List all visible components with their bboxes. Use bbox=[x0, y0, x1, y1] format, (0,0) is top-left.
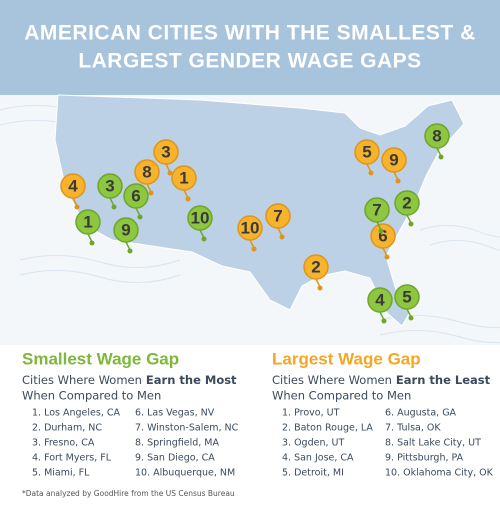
pin bbox=[187, 205, 213, 231]
pin bbox=[370, 223, 396, 249]
pin-number: 2 bbox=[311, 257, 320, 276]
pin bbox=[134, 159, 160, 185]
list-subtitle: Cities Where Women Earn the Least bbox=[272, 373, 491, 387]
pin bbox=[394, 190, 420, 216]
subtitle-text: Cities Where Women bbox=[22, 373, 142, 387]
pin-dot bbox=[438, 154, 444, 160]
pin bbox=[367, 287, 393, 313]
pin-dot bbox=[381, 318, 387, 324]
pin bbox=[265, 203, 291, 229]
pin-number: 8 bbox=[432, 126, 441, 145]
pin-number: 3 bbox=[105, 176, 114, 195]
pin-number: 6 bbox=[378, 226, 387, 245]
city: 3. Fresno, CA bbox=[32, 438, 95, 449]
pin-dot bbox=[127, 248, 133, 254]
pin-number: 4 bbox=[68, 176, 78, 195]
pin bbox=[364, 197, 390, 223]
pin bbox=[424, 123, 450, 149]
pin-dot bbox=[167, 170, 173, 176]
list-heading: Smallest Wage Gap bbox=[22, 349, 179, 368]
pin-number: 6 bbox=[131, 186, 140, 205]
list-subtitle: When Compared to Men bbox=[22, 389, 161, 403]
pin-number: 3 bbox=[161, 142, 170, 161]
pin-number: 2 bbox=[402, 193, 411, 212]
pin-dot bbox=[111, 204, 117, 210]
city: 8. Salt Lake City, UT bbox=[385, 438, 481, 449]
lists: Smallest Wage Gap Cities Where Women Earn … bbox=[22, 349, 494, 478]
city: 10. Oklahoma City, OK bbox=[385, 468, 494, 479]
pin-number: 10 bbox=[191, 208, 210, 227]
city: 5. Miami, FL bbox=[32, 468, 90, 479]
pin-dot bbox=[378, 228, 384, 234]
pin-dot bbox=[368, 170, 374, 176]
pin bbox=[381, 147, 407, 173]
pin-dot bbox=[74, 204, 80, 210]
pin bbox=[97, 173, 123, 199]
pin-dot bbox=[137, 214, 143, 220]
city: 6. Augusta, GA bbox=[385, 408, 457, 419]
city: 1. Los Angeles, CA bbox=[32, 408, 120, 419]
city: 1. Provo, UT bbox=[282, 408, 340, 419]
city: 6. Las Vegas, NV bbox=[135, 408, 215, 419]
pin bbox=[113, 217, 139, 243]
pin-number: 5 bbox=[402, 287, 411, 306]
pin bbox=[354, 139, 380, 165]
city: 10. Albuquerque, NM bbox=[135, 468, 235, 479]
city: 3. Ogden, UT bbox=[282, 438, 344, 449]
city: 9. San Diego, CA bbox=[135, 453, 215, 464]
pin-number: 10 bbox=[241, 218, 260, 237]
pin-number: 5 bbox=[362, 142, 371, 161]
title-line: LARGEST GENDER WAGE GAPS bbox=[78, 50, 421, 73]
pin-number: 7 bbox=[273, 206, 282, 225]
city: 7. Tulsa, OK bbox=[385, 423, 441, 434]
subtitle-text: Cities Where Women bbox=[272, 373, 392, 387]
pin-dot bbox=[89, 240, 95, 246]
pin bbox=[123, 183, 149, 209]
pin-number: 8 bbox=[142, 162, 151, 181]
city: 7. Winston-Salem, NC bbox=[135, 423, 239, 434]
list-subtitle: When Compared to Men bbox=[272, 389, 411, 403]
pin bbox=[75, 209, 101, 235]
pin-dot bbox=[384, 254, 390, 260]
list-heading: Largest Wage Gap bbox=[272, 349, 421, 368]
pin-dot bbox=[317, 285, 323, 291]
pin-number: 9 bbox=[121, 220, 130, 239]
city: 5. Detroit, MI bbox=[282, 468, 344, 479]
city: 4. San Jose, CA bbox=[282, 453, 354, 464]
pin bbox=[394, 284, 420, 310]
title-line: AMERICAN CITIES WITH THE SMALLEST & bbox=[24, 22, 476, 45]
subtitle-emphasis: Earn the Most bbox=[146, 373, 237, 387]
pin-dot bbox=[185, 196, 191, 202]
pin-dot bbox=[395, 178, 401, 184]
pin-dot bbox=[279, 234, 285, 240]
city: 9. Pittsburgh, PA bbox=[385, 453, 464, 464]
pin-number: 9 bbox=[389, 150, 398, 169]
pin-dot bbox=[148, 190, 154, 196]
city: 2. Durham, NC bbox=[32, 423, 102, 434]
pin-number: 4 bbox=[375, 290, 385, 309]
pin-dot bbox=[201, 236, 207, 242]
pin-number: 7 bbox=[372, 200, 381, 219]
pin bbox=[237, 215, 263, 241]
footnote: *Data analyzed by GoodHire from the US C… bbox=[22, 489, 235, 498]
subtitle-emphasis: Earn the Least bbox=[396, 373, 491, 387]
city: 2. Baton Rouge, LA bbox=[282, 423, 373, 434]
pin-number: 1 bbox=[179, 168, 188, 187]
pin bbox=[171, 165, 197, 191]
header-band bbox=[0, 0, 500, 95]
pin-dot bbox=[408, 315, 414, 321]
pin bbox=[303, 254, 329, 280]
city: 4. Fort Myers, FL bbox=[32, 453, 112, 464]
pin bbox=[60, 173, 86, 199]
pin bbox=[153, 139, 179, 165]
pin-dot bbox=[408, 221, 414, 227]
list-subtitle: Cities Where Women Earn the Most bbox=[22, 373, 237, 387]
city: 8. Springfield, MA bbox=[135, 438, 219, 449]
pin-number: 1 bbox=[83, 212, 92, 231]
pin-dot bbox=[251, 246, 257, 252]
